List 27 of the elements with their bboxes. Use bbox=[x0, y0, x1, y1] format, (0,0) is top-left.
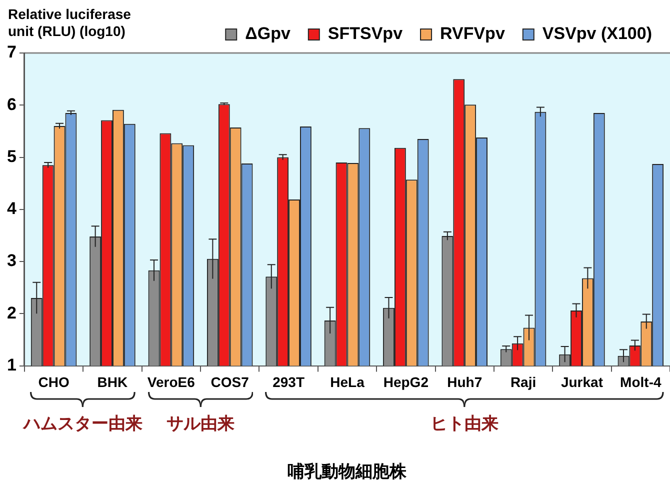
text: ヒト由来 bbox=[430, 412, 499, 435]
legend-label: SFTSVpv bbox=[328, 24, 404, 44]
x-tick-label: Jurkat bbox=[560, 374, 604, 390]
x-tick-label: Raji bbox=[510, 374, 536, 390]
y-tick-label: 4 bbox=[6, 199, 17, 218]
y-tick-label: 7 bbox=[6, 42, 16, 62]
legend-label: VSVpv (X100) bbox=[542, 24, 652, 44]
x-tick-label: VeroE6 bbox=[147, 374, 196, 390]
x-axis-title: 哺乳動物細胞株 bbox=[288, 462, 408, 482]
x-tick-label: Molt-4 bbox=[620, 374, 662, 390]
legend-label: ΔGpv bbox=[245, 24, 291, 44]
legend-label: RVFVpv bbox=[440, 24, 506, 44]
x-tick-label: 293T bbox=[272, 374, 305, 390]
x-tick-label: Huh7 bbox=[447, 374, 482, 390]
text: サル由来 bbox=[166, 412, 234, 435]
y-tick-label: 3 bbox=[6, 251, 16, 270]
x-tick-label: BHK bbox=[97, 374, 128, 390]
x-tick-label: HeLa bbox=[330, 374, 365, 390]
x-tick-label: CHO bbox=[38, 374, 70, 390]
x-tick-label: COS7 bbox=[210, 374, 250, 390]
y-tick-label: 1 bbox=[6, 355, 16, 374]
y-tick-label: 6 bbox=[6, 94, 16, 114]
y-axis-title: Relative luciferase unit (RLU) (log10) bbox=[8, 6, 132, 40]
y-tick-label: 5 bbox=[6, 146, 16, 166]
text: ハムスター由来 bbox=[24, 412, 143, 435]
y-tick-label: 2 bbox=[6, 303, 16, 322]
x-tick-label: HepG2 bbox=[383, 374, 429, 390]
